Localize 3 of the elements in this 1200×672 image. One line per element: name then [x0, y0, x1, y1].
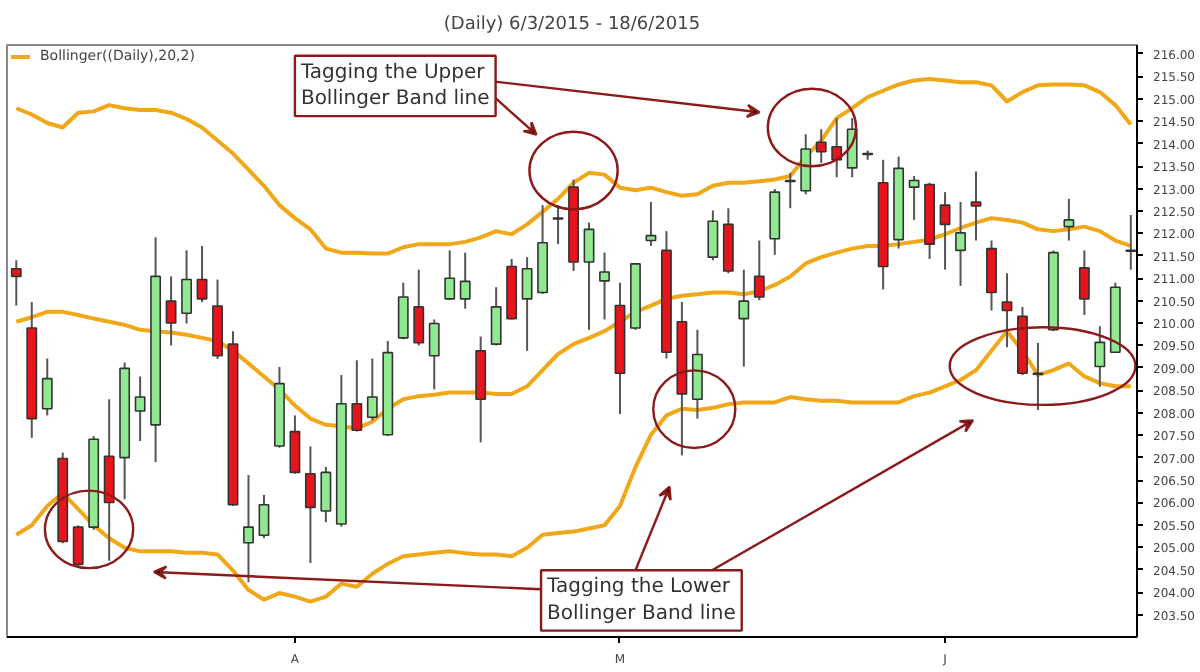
- annotation: Tagging the Lower Bollinger Band line: [545, 576, 736, 625]
- annotation: Tagging the Upper Bollinger Band line: [298, 61, 490, 111]
- chart-title: (Daily) 6/3/2015 - 18/6/2015: [443, 15, 701, 35]
